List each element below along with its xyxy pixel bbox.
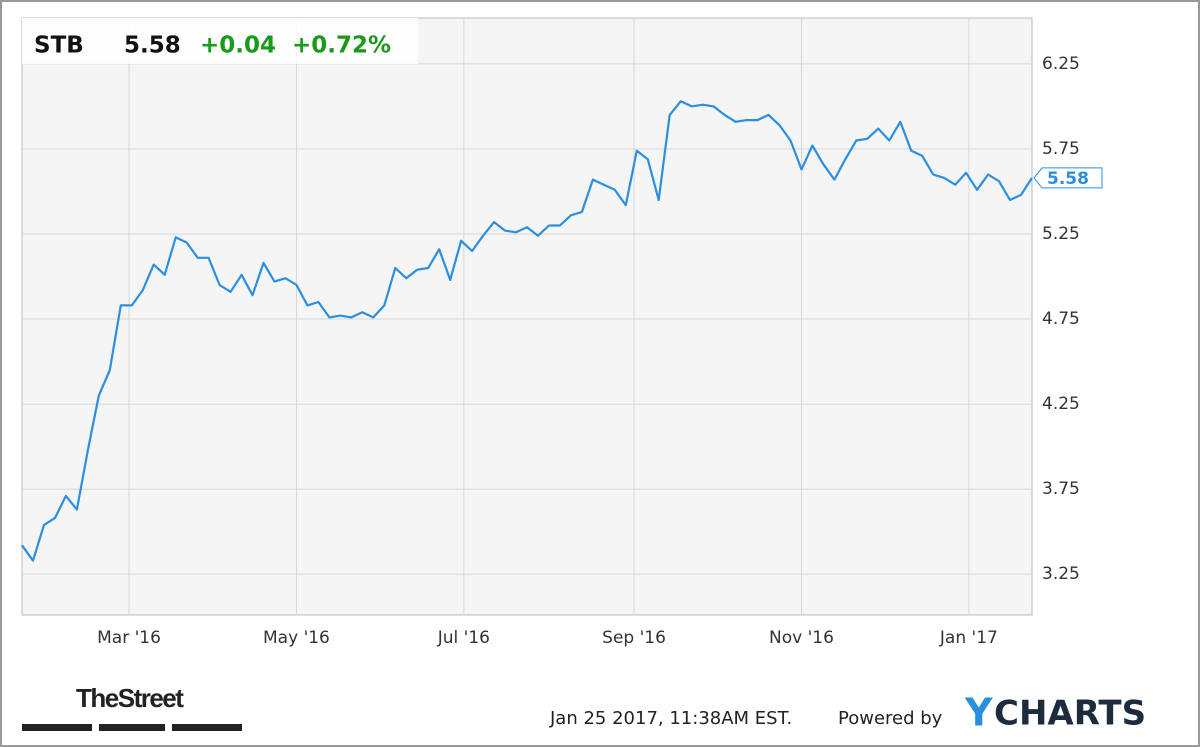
logo-y: Y <box>964 691 993 735</box>
y-tick-label: 3.75 <box>1042 479 1080 499</box>
x-tick-label: Jan '17 <box>939 628 998 648</box>
grid <box>22 18 1032 615</box>
timestamp: Jan 25 2017, 11:38AM EST. <box>549 708 792 729</box>
lines <box>21 100 1033 562</box>
y-tick-label: 4.25 <box>1042 394 1080 414</box>
powered-by: Powered by <box>838 708 943 729</box>
header-box <box>22 18 418 64</box>
x-tick-label: Mar '16 <box>97 628 161 648</box>
brand-bar <box>99 724 165 731</box>
brand-bar <box>22 724 92 731</box>
x-tick-label: Jul '16 <box>437 628 490 648</box>
y-tick-label: 5.25 <box>1042 224 1080 244</box>
y-tick-label: 5.75 <box>1042 139 1080 159</box>
x-tick-label: Nov '16 <box>769 628 834 648</box>
change: +0.04 <box>200 33 276 59</box>
logo-text: CHARTS <box>994 694 1146 734</box>
end-label-box <box>1033 167 1103 189</box>
x-tick-label: Sep '16 <box>602 628 666 648</box>
symbol: STB <box>34 33 84 59</box>
plot-area <box>21 17 1033 616</box>
brand: TheStreet <box>76 683 184 713</box>
y-tick-label: 3.25 <box>1042 564 1080 584</box>
price-line <box>21 100 1033 562</box>
brand-bar <box>172 724 242 731</box>
end-label: 5.58 <box>1047 169 1089 189</box>
change-percent: +0.72% <box>292 33 391 59</box>
x-tick-label: May '16 <box>263 628 330 648</box>
y-tick-label: 4.75 <box>1042 309 1080 329</box>
y-tick-label: 6.25 <box>1042 54 1080 74</box>
price: 5.58 <box>124 33 181 59</box>
